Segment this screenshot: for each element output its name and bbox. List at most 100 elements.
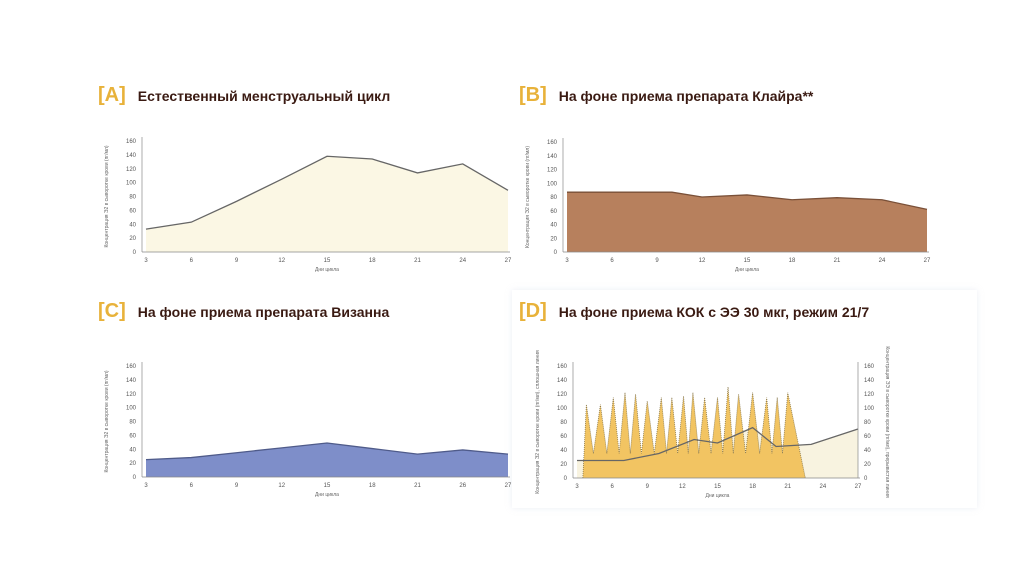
panel-d-xtick-label: 21 — [784, 484, 791, 490]
panel-c-xtick-label: 3 — [144, 483, 148, 489]
panel-d-right-ytick-label: 140 — [864, 378, 875, 384]
panel-c-ylabel: Концентрация Э2 в сыворотке крови (пг/мл… — [104, 370, 110, 472]
panel-a-ytick-label: 20 — [129, 236, 136, 242]
panel-a-letter: [A] — [98, 84, 126, 106]
panel-d-ytick-label: 80 — [560, 420, 567, 426]
panel-c-ytick-label: 20 — [129, 461, 136, 467]
panel-c-xlabel: Дни цикла — [315, 492, 339, 498]
panel-c-ytick-label: 160 — [126, 364, 137, 370]
panel-b-xtick-label: 18 — [789, 258, 796, 264]
panel-b-ytick-label: 100 — [547, 181, 558, 187]
panel-d-ytick-label: 160 — [557, 364, 568, 370]
panel-d-ylabel: Концентрация Э2 в сыворотке крови (пг/мл… — [535, 350, 541, 494]
panel-b-letter: [B] — [519, 84, 547, 106]
panel-d-ee-area — [582, 387, 806, 478]
panel-a-ytick-label: 100 — [126, 181, 137, 187]
panel-b-title-text: На фоне приема препарата Клайра** — [558, 87, 814, 104]
panel-a-xtick-label: 18 — [369, 258, 376, 264]
panel-d-xtick-label: 6 — [610, 484, 614, 490]
panel-c-ytick-label: 140 — [126, 378, 137, 384]
panel-c-ytick-label: 60 — [129, 433, 136, 439]
panel-a-xtick-label: 27 — [505, 258, 512, 264]
panel-c-line — [145, 442, 509, 461]
panel-a-ytick-label: 0 — [133, 250, 137, 256]
panel-c-xtick-label: 21 — [414, 483, 421, 489]
panel-d-xlabel: Дни цикла — [706, 493, 730, 499]
panel-c-letter: [C] — [98, 300, 126, 322]
panel-a-xtick-label: 24 — [459, 258, 466, 264]
panel-d-ee-dotted-line — [582, 386, 806, 479]
panel-b-ytick-label: 40 — [550, 223, 557, 229]
panel-a-xtick-label: 12 — [278, 258, 285, 264]
panel-d-title-text: На фоне приема КОК с ЭЭ 30 мкг, режим 21… — [558, 303, 870, 320]
panel-b-area — [567, 192, 927, 252]
panel-c-xtick-label: 9 — [235, 483, 239, 489]
panel-a-ytick-label: 120 — [126, 167, 137, 173]
panel-d-ytick-label: 0 — [564, 476, 568, 482]
panel-d-right-ytick-label: 60 — [864, 434, 871, 440]
panel-d-ytick-label: 120 — [557, 392, 568, 398]
panel-c-xtick-label: 6 — [190, 483, 194, 489]
panel-b-xtick-label: 3 — [565, 258, 569, 264]
panel-a-xtick-label: 21 — [414, 258, 421, 264]
panel-a-line — [145, 155, 509, 230]
panel-c-ytick-label: 100 — [126, 406, 137, 412]
panel-c-title: [C] На фоне приема препарата Визанна — [98, 300, 389, 323]
panel-b-xtick-label: 27 — [924, 258, 931, 264]
panel-d-right-ytick-label: 40 — [864, 448, 871, 454]
panel-c-ytick-label: 120 — [126, 392, 137, 398]
panel-d-title: [D] На фоне приема КОК с ЭЭ 30 мкг, режи… — [519, 300, 869, 323]
panel-d-xtick-label: 9 — [646, 484, 650, 490]
panel-b-xtick-label: 6 — [610, 258, 614, 264]
panel-d-right-ytick-label: 120 — [864, 392, 875, 398]
panel-d-xtick-label: 15 — [714, 484, 721, 490]
panel-d-right-ytick-label: 20 — [864, 462, 871, 468]
panel-a-xtick-label: 9 — [235, 258, 239, 264]
panel-d-xtick-label: 24 — [820, 484, 827, 490]
panel-c-ytick-label: 80 — [129, 420, 136, 426]
panel-b-ylabel: Концентрация Э2 в сыворотке крови (пг/мл… — [525, 146, 531, 248]
panel-d-right-ylabel: Концентрация ЭЭ в сыворотке крови (пг/мл… — [884, 346, 890, 498]
panel-b-ytick-label: 60 — [550, 209, 557, 215]
panel-b-xtick-label: 21 — [834, 258, 841, 264]
panel-c-title-text: На фоне приема препарата Визанна — [137, 303, 390, 320]
panel-a-xlabel: Дни цикла — [315, 267, 339, 273]
panel-c-xtick-label: 27 — [505, 483, 512, 489]
panel-c-xtick-label: 26 — [459, 483, 466, 489]
panel-d-letter: [D] — [519, 300, 547, 322]
panel-b-xtick-label: 12 — [699, 258, 706, 264]
panel-d-ytick-label: 20 — [560, 462, 567, 468]
panel-a-area — [146, 156, 508, 252]
panel-a-xtick-label: 15 — [324, 258, 331, 264]
panel-b-ytick-label: 140 — [547, 154, 558, 160]
panel-b-line — [567, 191, 928, 211]
panel-b-title: [B] На фоне приема препарата Клайра** — [519, 84, 813, 107]
panel-a-ytick-label: 160 — [126, 139, 137, 145]
panel-d-xtick-label: 3 — [575, 484, 579, 490]
panel-c-xtick-label: 18 — [369, 483, 376, 489]
panel-a-ytick-label: 80 — [129, 195, 136, 201]
panel-a-title-text: Естественный менструальный цикл — [137, 87, 391, 104]
panel-c-area — [146, 443, 508, 477]
panel-d-xtick-label: 12 — [679, 484, 686, 490]
panel-d-xtick-label: 18 — [749, 484, 756, 490]
panel-d-right-ytick-label: 100 — [864, 406, 875, 412]
panel-a-ylabel: Концентрация Э2 в сыворотке крови (пг/мл… — [104, 145, 110, 247]
panel-b-xtick-label: 15 — [744, 258, 751, 264]
panel-d-ytick-label: 40 — [560, 448, 567, 454]
panel-d-ytick-label: 140 — [557, 378, 568, 384]
panel-d-e2-line — [577, 426, 859, 462]
panel-a-title: [A] Естественный менструальный цикл — [98, 84, 390, 107]
panel-b-ytick-label: 80 — [550, 195, 557, 201]
panel-d-ytick-label: 100 — [557, 406, 568, 412]
panel-a-ytick-label: 60 — [129, 208, 136, 214]
panel-b-ytick-label: 0 — [554, 250, 558, 256]
panel-b-ytick-label: 120 — [547, 168, 558, 174]
panel-b-xtick-label: 9 — [655, 258, 659, 264]
panel-b-xlabel: Дни цикла — [735, 267, 759, 273]
panel-c-xtick-label: 15 — [324, 483, 331, 489]
panel-d-right-ytick-label: 80 — [864, 420, 871, 426]
panel-a-ytick-label: 40 — [129, 222, 136, 228]
panel-a-ytick-label: 140 — [126, 153, 137, 159]
